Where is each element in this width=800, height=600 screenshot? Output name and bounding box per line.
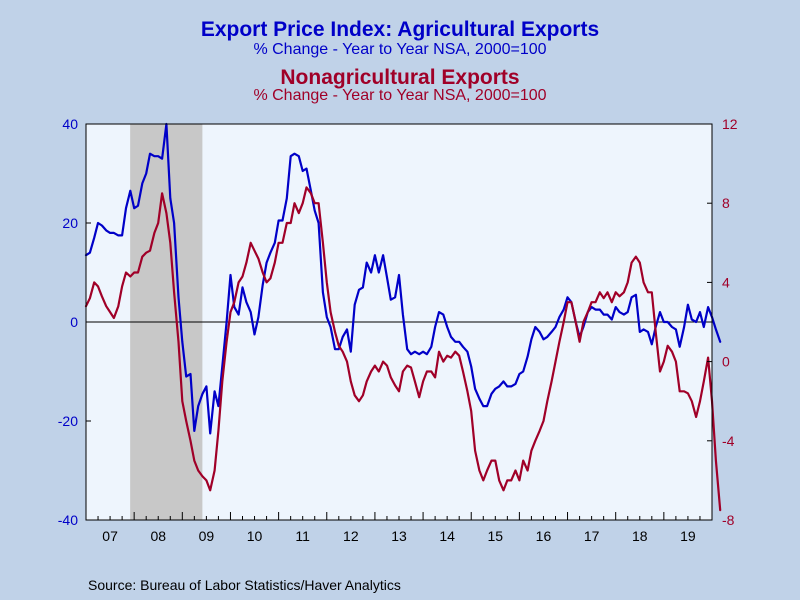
chart-subtitle-agricultural: % Change - Year to Year NSA, 2000=100 bbox=[253, 41, 547, 58]
series-line-agricultural bbox=[84, 122, 722, 435]
x-tick-label: 10 bbox=[247, 528, 263, 544]
left-tick-label: -20 bbox=[58, 413, 78, 429]
x-tick-label: 14 bbox=[439, 528, 455, 544]
x-tick-label: 15 bbox=[488, 528, 504, 544]
x-tick-label: 18 bbox=[632, 528, 648, 544]
right-tick-label: 4 bbox=[722, 274, 730, 290]
left-tick-label: -40 bbox=[58, 512, 78, 528]
x-tick-label: 09 bbox=[199, 528, 215, 544]
left-tick-label: 0 bbox=[70, 314, 78, 330]
right-tick-label: 8 bbox=[722, 195, 730, 211]
right-tick-label: -4 bbox=[722, 433, 735, 449]
right-tick-label: -8 bbox=[722, 512, 735, 528]
x-tick-label: 19 bbox=[680, 528, 696, 544]
chart-title-agricultural: Export Price Index: Agricultural Exports bbox=[200, 18, 600, 41]
chart-subtitle-nonagricultural: % Change - Year to Year NSA, 2000=100 bbox=[253, 87, 547, 104]
chart-title-nonagricultural: Nonagricultural Exports bbox=[280, 66, 520, 89]
source-note: Source: Bureau of Labor Statistics/Haver… bbox=[88, 577, 401, 593]
right-tick-label: 12 bbox=[722, 116, 738, 132]
x-tick-label: 17 bbox=[584, 528, 600, 544]
x-tick-label: 13 bbox=[391, 528, 407, 544]
x-tick-label: 08 bbox=[150, 528, 166, 544]
x-tick-label: 07 bbox=[102, 528, 118, 544]
series-line-nonagricultural bbox=[84, 186, 722, 512]
left-tick-label: 40 bbox=[62, 116, 78, 132]
x-tick-label: 16 bbox=[536, 528, 552, 544]
left-tick-label: 20 bbox=[62, 215, 78, 231]
x-tick-label: 12 bbox=[343, 528, 359, 544]
right-tick-label: 0 bbox=[722, 354, 730, 370]
x-tick-label: 11 bbox=[295, 528, 310, 544]
